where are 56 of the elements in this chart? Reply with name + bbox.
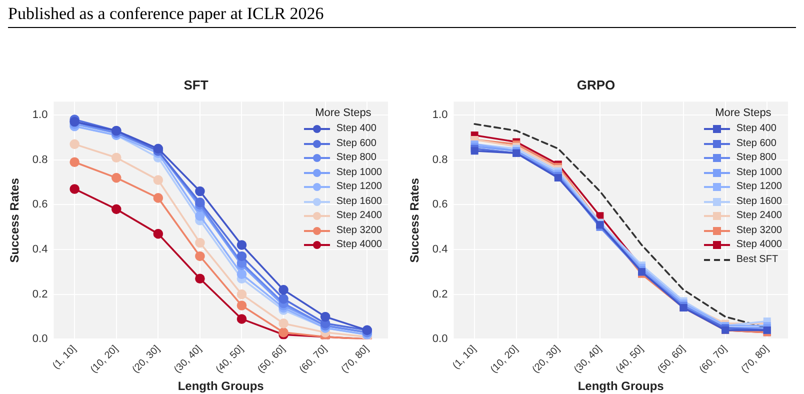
- y-tick-label: 0.6: [32, 198, 48, 211]
- legend-label: Step 4000: [336, 238, 382, 252]
- y-tick-label: 0.8: [32, 154, 48, 166]
- y-tick-label: 1.0: [432, 109, 448, 122]
- x-tick-label: (30, 40]: [172, 344, 204, 376]
- legend-label: Step 800: [336, 151, 376, 166]
- legend-label: Step 400: [736, 122, 776, 136]
- y-tick-label: 0.2: [432, 288, 448, 300]
- x-axis-title: Length Groups: [578, 379, 664, 394]
- legend-label: Step 4000: [736, 238, 782, 252]
- x-tick-label: (70, 80]: [739, 344, 772, 376]
- x-tick-label: (30, 40]: [572, 344, 604, 376]
- y-tick-label: 0.0: [32, 333, 48, 346]
- legend-label: Step 1600: [736, 194, 782, 209]
- legend-label: Step 600: [736, 136, 776, 151]
- legend-label: Step 3200: [736, 224, 782, 238]
- legend-label: Step 800: [736, 151, 776, 166]
- legend-label: Best SFT: [736, 252, 778, 267]
- x-tick-label: (20, 30]: [130, 344, 162, 376]
- y-axis-title: Success Rates: [8, 178, 22, 263]
- x-tick-label: (50, 60]: [656, 344, 688, 376]
- legend-title: More Steps: [314, 106, 372, 120]
- legend-label: Step 3200: [336, 224, 382, 238]
- y-tick-label: 0.4: [432, 244, 448, 256]
- x-tick-label: (1, 10]: [450, 344, 479, 372]
- legend-label: Step 600: [336, 136, 376, 151]
- y-tick-label: 0.0: [432, 333, 448, 346]
- chart-title: GRPO: [576, 77, 616, 92]
- x-axis-title: Length Groups: [178, 379, 264, 394]
- y-tick-label: 0.8: [432, 154, 448, 166]
- legend-label: Step 2400: [736, 209, 782, 224]
- legend-label: Step 1200: [336, 180, 382, 194]
- y-axis-title: Success Rates: [408, 178, 422, 263]
- x-tick-label: (1, 10]: [50, 344, 79, 372]
- x-tick-label: (10, 20]: [88, 344, 121, 376]
- x-tick-label: (40, 50]: [214, 344, 246, 376]
- legend-label: Step 1000: [336, 166, 382, 180]
- y-tick-label: 0.2: [32, 288, 48, 300]
- x-tick-label: (50, 60]: [256, 344, 288, 376]
- legend-label: Step 2400: [336, 209, 382, 224]
- chart-title: SFT: [184, 77, 208, 92]
- y-tick-label: 0.6: [432, 198, 448, 211]
- x-tick-label: (40, 50]: [614, 344, 646, 376]
- legend-title: More Steps: [714, 106, 772, 120]
- legend-label: Step 1000: [736, 166, 782, 180]
- y-tick-label: 1.0: [32, 109, 48, 122]
- x-tick-label: (10, 20]: [488, 344, 521, 376]
- x-tick-label: (20, 30]: [530, 344, 562, 376]
- text: Published as a conference paper at ICLR 2026: [8, 4, 796, 28]
- x-tick-label: (60, 70]: [698, 344, 730, 376]
- legend-label: Step 400: [336, 122, 376, 136]
- legend-label: Step 1200: [736, 180, 782, 194]
- y-tick-label: 0.4: [32, 244, 48, 256]
- x-tick-label: (70, 80]: [339, 344, 372, 376]
- x-tick-label: (60, 70]: [298, 344, 330, 376]
- legend-label: Step 1600: [336, 194, 382, 209]
